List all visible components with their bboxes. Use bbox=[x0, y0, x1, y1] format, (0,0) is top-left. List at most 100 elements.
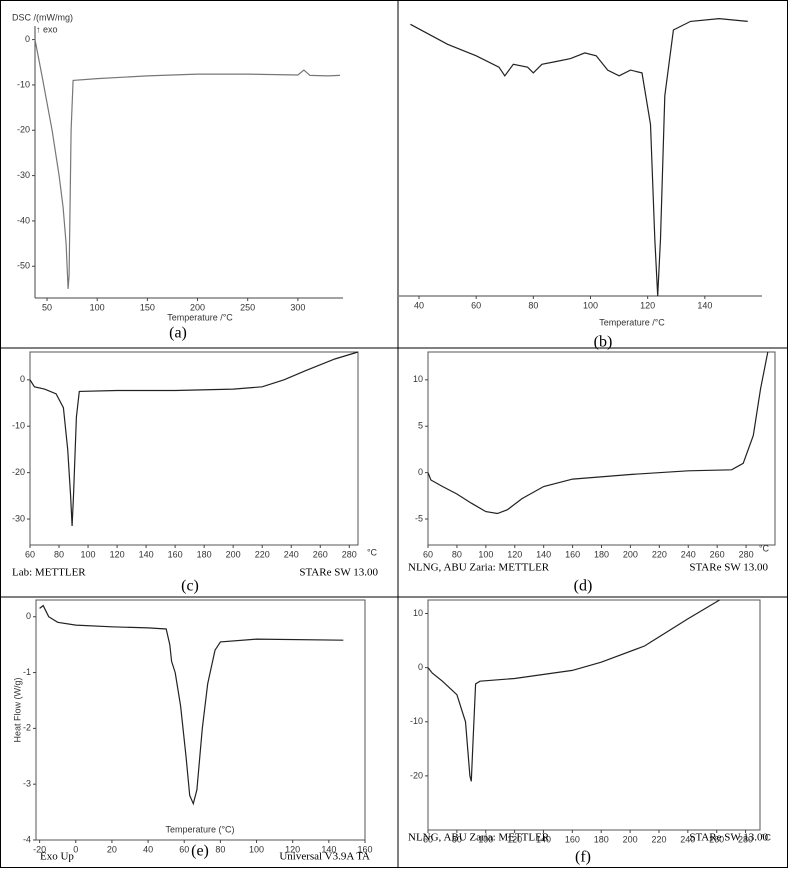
x-tick-label: 40 bbox=[143, 844, 153, 854]
plot-frame bbox=[35, 599, 366, 841]
panel-caption: (e) bbox=[191, 843, 209, 860]
y-axis-label: DSC /(mW/mg) bbox=[12, 12, 73, 22]
x-tick-label: 200 bbox=[226, 549, 241, 559]
dsc-curve bbox=[427, 599, 720, 782]
x-tick-label: 200 bbox=[623, 549, 638, 559]
x-unit: °C bbox=[759, 543, 770, 553]
y-tick-label: 0 bbox=[25, 34, 30, 44]
x-tick-label: 250 bbox=[240, 302, 255, 312]
dsc-curve bbox=[34, 39, 341, 289]
y-tick-label: -4 bbox=[23, 834, 31, 844]
footer-right: Universal V3.9A TA bbox=[279, 851, 370, 863]
x-tick-label: 100 bbox=[81, 549, 96, 559]
x-tick-label: 280 bbox=[738, 834, 753, 844]
y-tick-label: -10 bbox=[17, 79, 30, 89]
x-tick-label: 260 bbox=[710, 549, 725, 559]
x-tick-label: 120 bbox=[507, 549, 522, 559]
plot-frame bbox=[427, 599, 761, 831]
x-tick-label: 60 bbox=[471, 300, 481, 310]
x-tick-label: 240 bbox=[681, 549, 696, 559]
y-tick-label: 10 bbox=[413, 608, 423, 618]
y-tick-label: 0 bbox=[418, 662, 423, 672]
y-tick-label: -2 bbox=[23, 723, 31, 733]
footer-left: NLNG, ABU Zaria: METTLER bbox=[408, 832, 550, 844]
x-tick-label: 120 bbox=[285, 844, 300, 854]
panel-caption: (c) bbox=[181, 578, 199, 595]
x-tick-label: 180 bbox=[594, 549, 609, 559]
y-tick-label: -20 bbox=[12, 467, 25, 477]
exo-note: ↑ exo bbox=[36, 24, 58, 34]
x-tick-label: 60 bbox=[179, 844, 189, 854]
x-tick-label: 80 bbox=[54, 549, 64, 559]
y-tick-label: -10 bbox=[410, 716, 423, 726]
x-tick-label: 150 bbox=[140, 302, 155, 312]
y-tick-label: -20 bbox=[410, 770, 423, 780]
x-tick-label: 80 bbox=[452, 834, 462, 844]
y-tick-label: -30 bbox=[17, 170, 30, 180]
x-tick-label: 280 bbox=[739, 549, 754, 559]
x-tick-label: 260 bbox=[709, 834, 724, 844]
x-tick-label: 140 bbox=[321, 844, 336, 854]
x-tick-label: 160 bbox=[565, 834, 580, 844]
x-tick-label: 100 bbox=[478, 834, 493, 844]
panel-caption: (b) bbox=[594, 334, 613, 351]
x-tick-label: 80 bbox=[528, 300, 538, 310]
x-tick-label: 60 bbox=[423, 549, 433, 559]
footer-left: Lab: METTLER bbox=[12, 567, 86, 579]
x-tick-label: 200 bbox=[190, 302, 205, 312]
x-tick-label: -20 bbox=[33, 844, 46, 854]
x-tick-label: 160 bbox=[168, 549, 183, 559]
x-tick-label: 100 bbox=[90, 302, 105, 312]
x-unit: °C bbox=[761, 832, 772, 842]
y-tick-label: -50 bbox=[17, 261, 30, 271]
dsc-curve bbox=[29, 351, 359, 527]
dsc-curve bbox=[410, 17, 748, 297]
y-tick-label: -30 bbox=[12, 513, 25, 523]
x-tick-label: 80 bbox=[452, 549, 462, 559]
y-axis-label: Heat Flow (W/g) bbox=[12, 677, 22, 742]
x-tick-label: 20 bbox=[107, 844, 117, 854]
footer-right: STARe SW 13.00 bbox=[689, 832, 768, 844]
x-tick-label: 140 bbox=[697, 300, 712, 310]
x-tick-label: 220 bbox=[255, 549, 270, 559]
x-axis-label: Temperature /°C bbox=[167, 312, 233, 322]
dsc-curve bbox=[427, 351, 769, 515]
y-tick-label: -40 bbox=[17, 215, 30, 225]
x-tick-label: 100 bbox=[478, 549, 493, 559]
x-tick-label: 140 bbox=[139, 549, 154, 559]
footer-left: Exo Up bbox=[40, 851, 74, 863]
panel-caption: (a) bbox=[169, 325, 187, 342]
y-tick-label: -3 bbox=[23, 779, 31, 789]
y-tick-label: -5 bbox=[415, 513, 423, 523]
x-tick-label: 120 bbox=[110, 549, 125, 559]
x-tick-label: 80 bbox=[215, 844, 225, 854]
x-tick-label: 300 bbox=[290, 302, 305, 312]
x-axis-label: Temperature (°C) bbox=[165, 824, 234, 834]
y-tick-label: -1 bbox=[23, 667, 31, 677]
x-tick-label: 180 bbox=[197, 549, 212, 559]
x-tick-label: 100 bbox=[583, 300, 598, 310]
panel-caption: (f) bbox=[575, 849, 591, 866]
y-tick-label: 10 bbox=[413, 374, 423, 384]
y-tick-label: -20 bbox=[17, 125, 30, 135]
footer-left: NLNG, ABU Zaria: METTLER bbox=[408, 562, 550, 574]
x-tick-label: 280 bbox=[342, 549, 357, 559]
x-tick-label: 50 bbox=[42, 302, 52, 312]
plot-frame bbox=[29, 351, 359, 546]
x-tick-label: 0 bbox=[73, 844, 78, 854]
x-tick-label: 260 bbox=[313, 549, 328, 559]
x-axis-label: Temperature /°C bbox=[599, 317, 665, 327]
x-tick-label: 60 bbox=[25, 549, 35, 559]
x-tick-label: 60 bbox=[423, 834, 433, 844]
x-tick-label: 240 bbox=[284, 549, 299, 559]
x-tick-label: 180 bbox=[594, 834, 609, 844]
x-tick-label: 220 bbox=[652, 549, 667, 559]
footer-right: STARe SW 13.00 bbox=[689, 562, 768, 574]
x-tick-label: 120 bbox=[640, 300, 655, 310]
x-unit: °C bbox=[367, 547, 378, 557]
footer-right: STARe SW 13.00 bbox=[299, 567, 378, 579]
y-tick-label: -10 bbox=[12, 421, 25, 431]
x-tick-label: 200 bbox=[623, 834, 638, 844]
